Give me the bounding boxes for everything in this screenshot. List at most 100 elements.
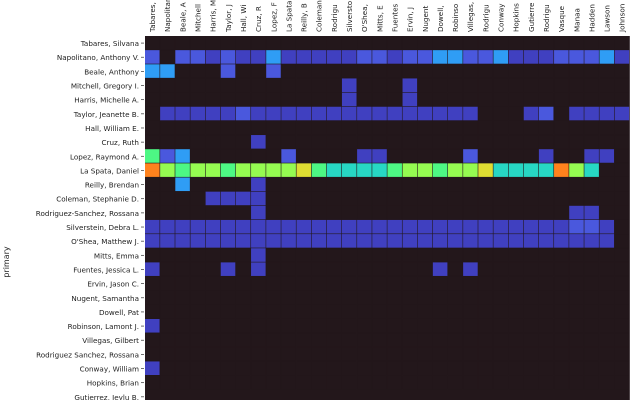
heatmap-cell [145,333,160,347]
heatmap-cell [432,276,448,291]
heatmap-cell [296,135,312,149]
heatmap-cell [326,319,342,333]
heatmap-cell [296,361,312,375]
heatmap-cell [478,262,493,276]
heatmap-cell [448,64,463,78]
heatmap-cell [205,375,221,390]
heatmap-cell [341,361,357,375]
heatmap-cell [584,205,599,220]
heatmap-cell [251,163,266,177]
row-tick-label: Hall, William E. [85,124,139,133]
heatmap-cell [584,290,599,305]
heatmap-cell [326,361,342,375]
heatmap-cell [357,333,372,347]
heatmap-cell [448,149,463,163]
heatmap-cell [417,290,433,305]
heatmap-cell [235,36,251,50]
heatmap-cell [538,361,554,375]
heatmap-cell [584,347,599,361]
heatmap-cell [538,290,554,305]
heatmap-cell [372,135,387,149]
heatmap-cell [599,120,615,135]
heatmap-cell [145,50,160,64]
heatmap-cell [417,304,433,319]
heatmap-cell [599,290,615,305]
heatmap-cell [538,120,554,135]
heatmap-cell [402,248,418,262]
heatmap-cell [417,248,433,262]
heatmap-cell [326,64,342,78]
heatmap-cell [402,347,418,361]
heatmap-cell [296,375,312,390]
heatmap-cell [493,290,508,305]
heatmap-cell [341,163,357,177]
heatmap-cell [599,361,615,375]
heatmap-cell [569,262,584,276]
heatmap-cell [281,135,296,149]
row-tick-label: O'Shea, Matthew J. [71,237,139,246]
heatmap-cell [281,177,296,192]
heatmap-cell [584,333,599,347]
heatmap-cell [145,262,160,276]
y-axis-label: primary [2,246,11,278]
heatmap-cell [599,219,615,234]
heatmap-cell [448,205,463,220]
heatmap-cell [311,106,327,121]
heatmap-cell [432,135,448,149]
heatmap-cell [311,120,327,135]
heatmap-cell [160,333,175,347]
heatmap-cell [554,78,569,92]
heatmap-cell [205,205,221,220]
heatmap-cell [569,36,584,50]
heatmap-cell [266,375,281,390]
heatmap-cell [554,262,569,276]
heatmap-cell [584,276,599,291]
heatmap-cell [220,219,236,234]
heatmap-cell [523,347,539,361]
heatmap-cell [175,205,190,220]
column-tick-label: Harris, M [209,0,218,32]
column-tick-label: Lopez, F [269,2,278,32]
heatmap-cell [251,290,266,305]
heatmap-cell [478,290,493,305]
heatmap-cell [372,191,387,206]
heatmap-cell [311,50,327,64]
heatmap-cell [326,333,342,347]
heatmap-cell [463,375,478,390]
heatmap-cell [493,106,508,121]
heatmap-cell [251,276,266,291]
heatmap-cell [372,106,387,121]
heatmap-cell [341,205,357,220]
heatmap-cell [463,191,478,206]
heatmap-cell [599,106,615,121]
heatmap-cell [296,319,312,333]
column-tick-label: Mitts, E [375,5,384,32]
heatmap-cell [387,92,402,107]
heatmap-cell [341,177,357,192]
heatmap-cell [341,234,357,248]
heatmap-cell [311,177,327,192]
heatmap-cell [326,78,342,92]
heatmap-cell [205,135,221,149]
heatmap-cell [463,92,478,107]
heatmap-cell [235,319,251,333]
heatmap-cell [523,177,539,192]
heatmap-cell [599,135,615,149]
heatmap-cell [478,50,493,64]
heatmap-cell [281,361,296,375]
heatmap-cell [220,177,236,192]
heatmap-cell [402,106,418,121]
heatmap-cell [614,333,630,347]
row-tick-label: Rodriguez Sanchez, Rossana [36,350,139,359]
heatmap-cell [281,290,296,305]
heatmap-cell [357,248,372,262]
row-tick-label: Ervin, Jason C. [87,280,139,289]
row-tick-label: Silverstein, Debra L. [66,223,139,232]
heatmap-cell [493,347,508,361]
heatmap-cell [417,64,433,78]
heatmap-cell [538,92,554,107]
heatmap-cell [235,135,251,149]
heatmap-cell [220,120,236,135]
heatmap-cell [266,333,281,347]
heatmap-cell [160,64,175,78]
